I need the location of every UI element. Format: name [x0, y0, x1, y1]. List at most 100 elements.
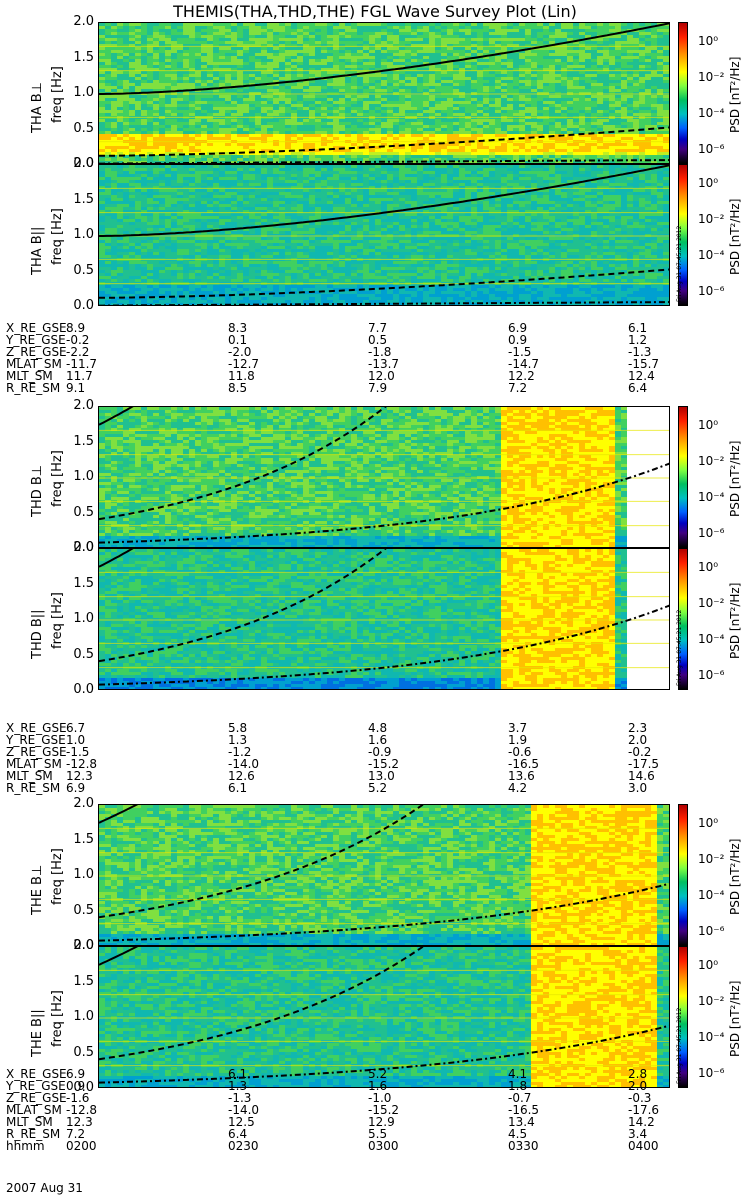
ephemeris-value: 0.1	[228, 334, 247, 346]
ephemeris-value: -14.7	[508, 358, 539, 370]
ephemeris-value: 7.7	[368, 322, 387, 334]
colorbar	[678, 804, 688, 946]
colorbar-tick: 10⁻⁴	[698, 248, 724, 262]
ephemeris-value: 6.4	[228, 1128, 247, 1140]
ephemeris-value: 6.9	[66, 1068, 85, 1080]
y-tick-label: 1.0	[60, 227, 94, 242]
ephemeris-value: 1.6	[368, 734, 387, 746]
ephemeris-label: Z_RE_GSE	[6, 746, 67, 758]
y-tick-label: 0.0	[60, 156, 94, 171]
timestamp-stamp: Fri Aug 31 07:45:21 2012	[676, 610, 683, 686]
ephemeris-value: -1.2	[228, 746, 251, 758]
y-tick-label: 0.5	[60, 121, 94, 136]
colorbar-tick: 10⁻⁴	[698, 490, 724, 504]
y-tick-label: 1.0	[60, 85, 94, 100]
ephemeris-value: 0200	[66, 1140, 97, 1152]
ephemeris-value: 1.2	[628, 334, 647, 346]
colorbar	[678, 22, 688, 164]
colorbar-label: PSD [nT²/Hz]	[728, 981, 742, 1057]
ephemeris-label: MLT_SM	[6, 370, 53, 382]
ephemeris-label: MLAT_SM	[6, 358, 62, 370]
fo-curve	[99, 159, 669, 163]
ephemeris-value: -12.8	[66, 758, 97, 770]
colorbar-tick: 10⁻⁶	[698, 668, 724, 682]
ephemeris-value: 6.9	[508, 322, 527, 334]
spectrogram-panel	[98, 406, 670, 548]
ephemeris-value: -11.7	[66, 358, 97, 370]
panel-ylabel: THA B||	[30, 227, 45, 275]
spectrogram-panel	[98, 22, 670, 164]
colorbar-tick: 10⁰	[698, 176, 718, 190]
fce-curve	[99, 805, 139, 824]
fce-curve	[99, 947, 139, 966]
fhe-curve	[99, 268, 669, 299]
ephemeris-value: -0.9	[368, 746, 391, 758]
ephemeris-value: -17.5	[628, 758, 659, 770]
ephemeris-value: 14.2	[628, 1116, 655, 1128]
ephemeris-label: MLT_SM	[6, 1116, 53, 1128]
ephemeris-value: 3.0	[628, 782, 647, 794]
y-tick-label: 2.0	[60, 156, 94, 171]
colorbar-tick: 10⁻²	[698, 596, 724, 610]
colorbar-label: PSD [nT²/Hz]	[728, 583, 742, 659]
ephemeris-label: X_RE_GSE	[6, 722, 67, 734]
y-tick-label: 0.0	[60, 540, 94, 555]
ephemeris-value: 6.1	[628, 322, 647, 334]
ephemeris-value: 6.1	[228, 782, 247, 794]
panel-name: THE B||	[30, 1009, 45, 1057]
ephemeris-value: -12.7	[228, 358, 259, 370]
panel-name: THA B||	[30, 227, 45, 275]
y-tick-label: 0.5	[60, 505, 94, 520]
spectrogram-panel	[98, 548, 670, 690]
ephemeris-value: 2.0	[628, 734, 647, 746]
ephemeris-value: -1.3	[228, 1092, 251, 1104]
ephemeris-value: -16.5	[508, 758, 539, 770]
panel-ylabel: THE B⊥	[30, 865, 45, 915]
y-tick-label: 2.0	[60, 540, 94, 555]
colorbar-tick: 10⁻⁶	[698, 1066, 724, 1080]
colorbar-tick: 10⁻⁴	[698, 888, 724, 902]
colorbar-tick: 10⁻⁶	[698, 284, 724, 298]
ephemeris-value: 0300	[368, 1140, 399, 1152]
ephemeris-value: 13.6	[508, 770, 535, 782]
ephemeris-value: 5.2	[368, 1068, 387, 1080]
colorbar-tick: 10⁰	[698, 418, 718, 432]
ephemeris-value: 13.0	[368, 770, 395, 782]
colorbar-tick: 10⁻⁴	[698, 1030, 724, 1044]
ephemeris-value: -0.2	[66, 334, 89, 346]
y-tick-label: 1.0	[60, 867, 94, 882]
ephemeris-value: 0330	[508, 1140, 539, 1152]
ephemeris-label: X_RE_GSE	[6, 322, 67, 334]
ephemeris-label: R_RE_SM	[6, 382, 60, 394]
ephemeris-value: 12.5	[228, 1116, 255, 1128]
ephemeris-value: 1.0	[66, 734, 85, 746]
ephemeris-value: -14.0	[228, 758, 259, 770]
fo-curve	[99, 462, 669, 544]
ephemeris-value: -13.7	[368, 358, 399, 370]
panel-name: THE B⊥	[30, 865, 45, 915]
ephemeris-label: hhmm	[6, 1140, 45, 1152]
fhe-curve	[99, 126, 669, 157]
ephemeris-value: -0.2	[628, 746, 651, 758]
ephemeris-value: 12.2	[508, 370, 535, 382]
colorbar-label: PSD [nT²/Hz]	[728, 57, 742, 133]
ephemeris-value: -0.3	[628, 1092, 651, 1104]
colorbar-tick: 10⁻⁶	[698, 526, 724, 540]
y-tick-label: 2.0	[60, 938, 94, 953]
fce-curve	[99, 23, 669, 95]
ephemeris-value: 2.0	[628, 1080, 647, 1092]
y-tick-label: 0.0	[60, 1080, 94, 1095]
colorbar-label: PSD [nT²/Hz]	[728, 441, 742, 517]
colorbar-tick: 10⁰	[698, 816, 718, 830]
panel-ylabel: THE B||	[30, 1009, 45, 1057]
ephemeris-label: X_RE_GSE	[6, 1068, 67, 1080]
ephemeris-value: 4.2	[508, 782, 527, 794]
panel-name: THD B⊥	[30, 465, 45, 517]
panel-ylabel: THD B||	[30, 609, 45, 659]
ephemeris-value: 3.4	[628, 1128, 647, 1140]
spectrogram-panel	[98, 804, 670, 946]
ephemeris-value: 4.1	[508, 1068, 527, 1080]
ephemeris-label: Z_RE_GSE	[6, 346, 67, 358]
colorbar-tick: 10⁻²	[698, 454, 724, 468]
colorbar	[678, 164, 688, 306]
